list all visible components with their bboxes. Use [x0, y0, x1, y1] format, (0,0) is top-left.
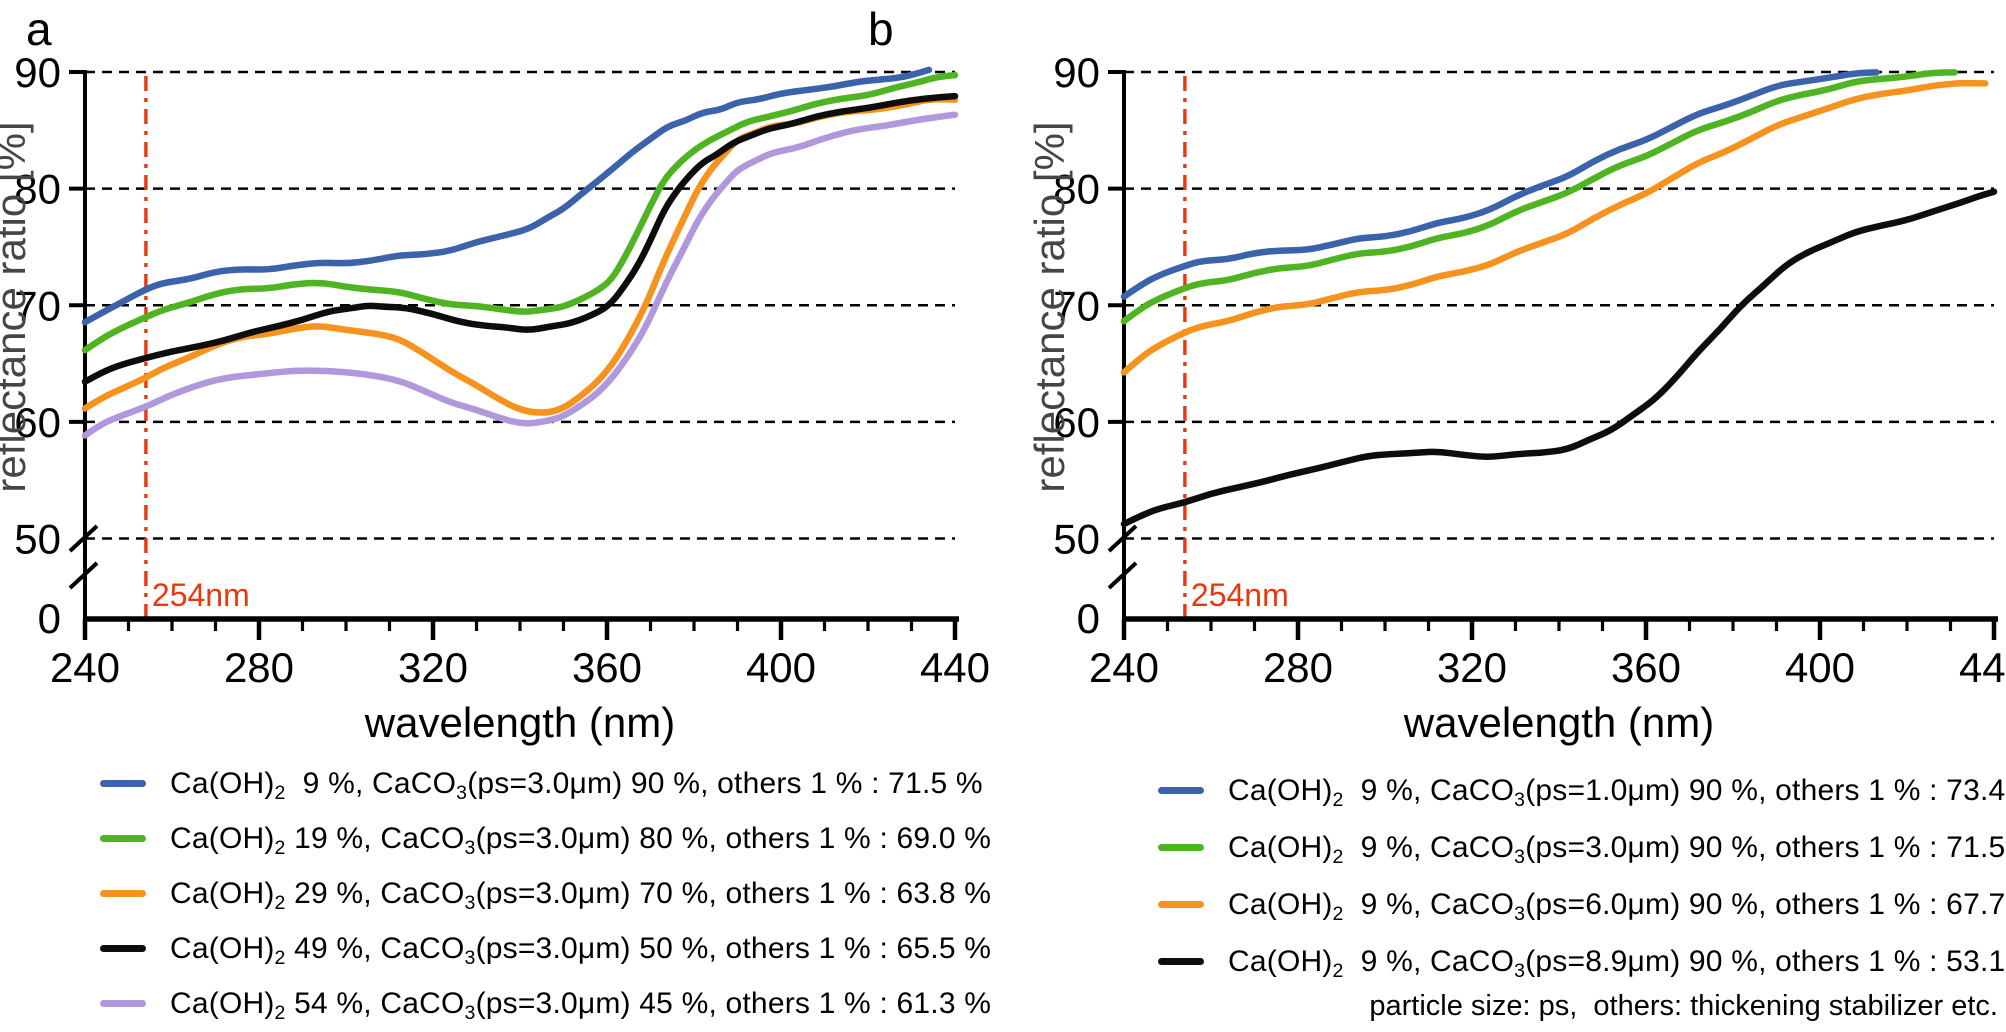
y-axis-title: reflectance ratio [%] [1026, 121, 1073, 492]
legend-color-swatch [100, 945, 146, 952]
legend-panel-a: Ca(OH)2 9 %, CaCO3(ps=3.0μm) 90 %, other… [100, 756, 991, 1031]
legend-entry-label: Ca(OH)2 9 %, CaCO3(ps=8.9μm) 90 %, other… [1228, 944, 2006, 982]
x-tick-label-280: 280 [224, 644, 294, 691]
x-tick-label-320: 320 [398, 644, 468, 691]
x-tick-label-440: 440 [920, 644, 990, 691]
legend-color-swatch [100, 835, 146, 842]
y-tick-label-90: 90 [14, 49, 61, 96]
legend-entry-label: Ca(OH)2 9 %, CaCO3(ps=3.0μm) 90 %, other… [170, 766, 983, 804]
curve-b-2 [1120, 79, 1989, 376]
y-tick-label-60: 60 [1053, 399, 1100, 446]
x-tick-label-320: 320 [1437, 644, 1507, 691]
axis-break-mark [1107, 561, 1138, 590]
y-origin-label: 0 [1077, 595, 1100, 642]
curve-a-4 [81, 111, 959, 439]
axis-break-mark [1107, 524, 1138, 553]
curve-a-1 [81, 71, 959, 354]
legend-color-swatch [1158, 958, 1204, 965]
y-tick-label-80: 80 [14, 166, 61, 213]
legend-color-swatch [1158, 787, 1204, 794]
axis-break-mark [68, 524, 99, 553]
legend-entry-label: Ca(OH)2 9 %, CaCO3(ps=3.0μm) 90 %, other… [1228, 830, 2006, 868]
y-tick-label-70: 70 [1053, 282, 1100, 329]
uv-254nm-label: 254nm [152, 577, 250, 613]
curve-b-3 [1120, 188, 1998, 528]
y-tick-label-60: 60 [14, 399, 61, 446]
legend-entry: Ca(OH)2 29 %, CaCO3(ps=3.0μm) 70 %, othe… [100, 866, 991, 921]
x-tick-label-400: 400 [1785, 644, 1855, 691]
legend-entry-label: Ca(OH)2 29 %, CaCO3(ps=3.0μm) 70 %, othe… [170, 876, 992, 914]
legend-color-swatch [100, 780, 146, 787]
legend-entry-label: Ca(OH)2 49 %, CaCO3(ps=3.0μm) 50 %, othe… [170, 931, 992, 969]
x-axis-title: wavelength (nm) [364, 699, 675, 746]
legend-color-swatch [1158, 844, 1204, 851]
y-tick-label-50: 50 [1053, 516, 1100, 563]
x-axis-title: wavelength (nm) [1403, 699, 1714, 746]
legend-entry-label: Ca(OH)2 19 %, CaCO3(ps=3.0μm) 80 %, othe… [170, 821, 992, 859]
y-tick-label-70: 70 [14, 282, 61, 329]
legend-entry: Ca(OH)2 49 %, CaCO3(ps=3.0μm) 50 %, othe… [100, 921, 991, 976]
legend-entry: Ca(OH)2 9 %, CaCO3(ps=3.0μm) 90 %, other… [100, 756, 991, 811]
y-tick-label-50: 50 [14, 516, 61, 563]
uv-254nm-label: 254nm [1191, 577, 1289, 613]
x-tick-label-280: 280 [1263, 644, 1333, 691]
x-tick-label-360: 360 [572, 644, 642, 691]
x-tick-label-240: 240 [1089, 644, 1159, 691]
curve-a-0 [81, 66, 933, 326]
legend-entry: Ca(OH)2 54 %, CaCO3(ps=3.0μm) 45 %, othe… [100, 976, 991, 1031]
curve-a-2 [81, 96, 959, 416]
y-axis-title: reflectance ratio [%] [0, 121, 34, 492]
legend-color-swatch [100, 1000, 146, 1007]
legend-entry-label: Ca(OH)2 9 %, CaCO3(ps=6.0μm) 90 %, other… [1228, 887, 2006, 925]
curve-b-0 [1120, 69, 1880, 300]
legend-entry-label: Ca(OH)2 54 %, CaCO3(ps=3.0μm) 45 %, othe… [170, 986, 992, 1024]
legend-entry-label: Ca(OH)2 9 %, CaCO3(ps=1.0μm) 90 %, other… [1228, 773, 2006, 811]
y-origin-label: 0 [38, 595, 61, 642]
legend-entry: Ca(OH)2 19 %, CaCO3(ps=3.0μm) 80 %, othe… [100, 811, 991, 866]
legend-entry: Ca(OH)2 9 %, CaCO3(ps=6.0μm) 90 %, other… [1158, 876, 2006, 933]
axis-break-mark [68, 561, 99, 590]
curve-b-1 [1120, 69, 1959, 325]
x-tick-label-360: 360 [1611, 644, 1681, 691]
y-tick-label-90: 90 [1053, 49, 1100, 96]
x-tick-label-240: 240 [50, 644, 120, 691]
legend-color-swatch [1158, 901, 1204, 908]
curve-a-3 [81, 92, 959, 385]
legend-entry: Ca(OH)2 9 %, CaCO3(ps=8.9μm) 90 %, other… [1158, 933, 2006, 990]
legend-color-swatch [100, 890, 146, 897]
legend-entry: Ca(OH)2 9 %, CaCO3(ps=3.0μm) 90 %, other… [1158, 819, 2006, 876]
legend-entry: Ca(OH)2 9 %, CaCO3(ps=1.0μm) 90 %, other… [1158, 762, 2006, 819]
x-tick-label-400: 400 [746, 644, 816, 691]
legend-panel-b: Ca(OH)2 9 %, CaCO3(ps=1.0μm) 90 %, other… [1158, 762, 2006, 990]
x-tick-label-440: 440 [1959, 644, 2006, 691]
panel-label-b: b [868, 3, 894, 55]
panel-label-a: a [26, 3, 52, 55]
y-tick-label-80: 80 [1053, 166, 1100, 213]
legend-footnote: particle size: ps, others: thickening st… [1369, 990, 1998, 1022]
